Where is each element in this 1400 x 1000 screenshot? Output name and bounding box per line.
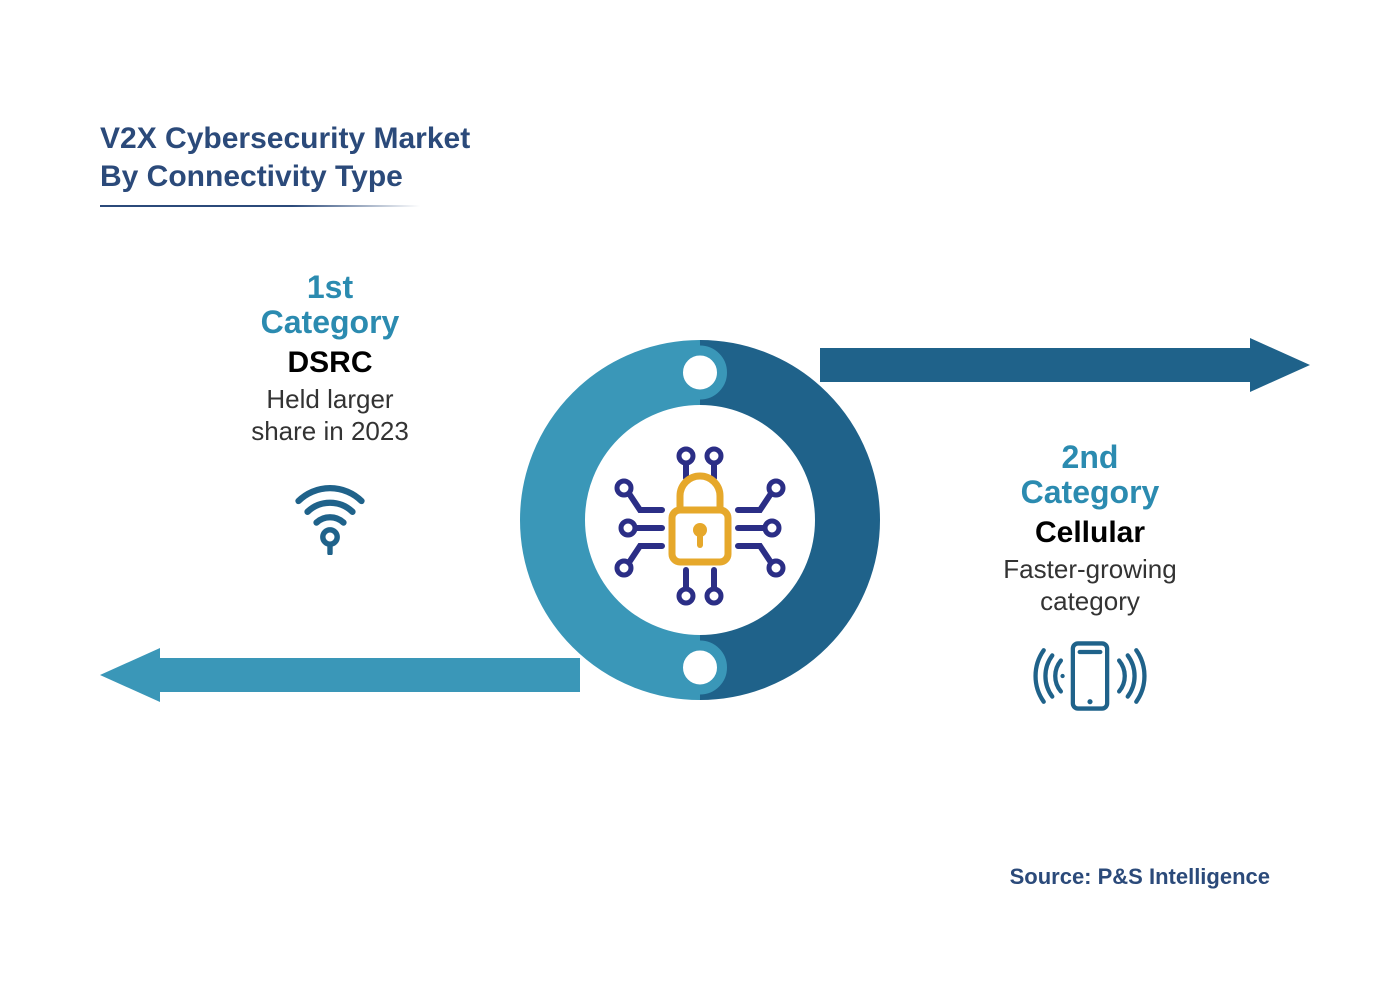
cellular-phone-icon: [960, 631, 1220, 726]
arrow-right: [820, 338, 1310, 392]
category-2-name: Cellular: [960, 516, 1220, 550]
title-underline: [100, 205, 420, 207]
category-1-desc-line1: Held larger: [266, 384, 393, 414]
category-2-rank-label: 2nd: [1062, 439, 1119, 475]
title-line-1: V2X Cybersecurity Market: [100, 120, 470, 158]
category-2: 2nd Category Cellular Faster-growing cat…: [960, 440, 1220, 726]
page-title: V2X Cybersecurity Market By Connectivity…: [100, 120, 470, 207]
category-2-desc: Faster-growing category: [960, 554, 1220, 616]
arrow-left: [100, 648, 580, 702]
category-1: 1st Category DSRC Held larger share in 2…: [200, 270, 460, 560]
source-label: Source: P&S Intelligence: [1010, 864, 1270, 890]
category-1-rank-word: Category: [261, 304, 400, 340]
category-2-desc-line2: category: [1040, 586, 1140, 616]
wifi-icon: [200, 465, 460, 560]
category-2-desc-line1: Faster-growing: [1003, 554, 1176, 584]
category-1-rank: 1st Category: [200, 270, 460, 340]
category-1-desc-line2: share in 2023: [251, 416, 409, 446]
category-1-name: DSRC: [200, 346, 460, 380]
category-1-desc: Held larger share in 2023: [200, 384, 460, 446]
category-1-rank-label: 1st: [307, 269, 353, 305]
ring-icon: [553, 351, 848, 690]
connectivity-diagram: 1st Category DSRC Held larger share in 2…: [0, 260, 1400, 820]
title-line-2: By Connectivity Type: [100, 158, 470, 196]
category-2-rank: 2nd Category: [960, 440, 1220, 510]
category-2-rank-word: Category: [1021, 474, 1160, 510]
